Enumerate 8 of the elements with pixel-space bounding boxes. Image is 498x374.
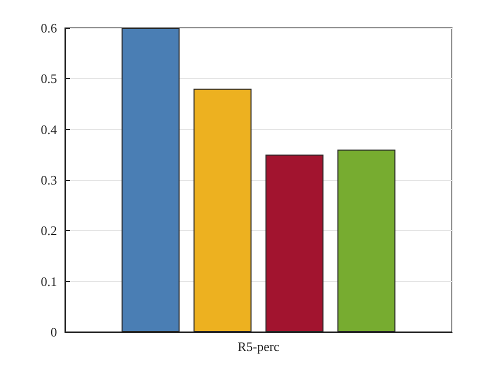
y-tick-label: 0.5 xyxy=(40,71,57,86)
y-tick-label: 0.2 xyxy=(40,223,57,238)
y-tick-label: 0.4 xyxy=(40,122,58,137)
y-tick-label: 0 xyxy=(50,324,57,340)
y-tick-label: 0.3 xyxy=(40,172,57,188)
y-tick-label: 0.1 xyxy=(40,274,57,289)
y-tick-label: 0.6 xyxy=(40,20,58,36)
x-tick-label: R5-perc xyxy=(238,339,280,354)
